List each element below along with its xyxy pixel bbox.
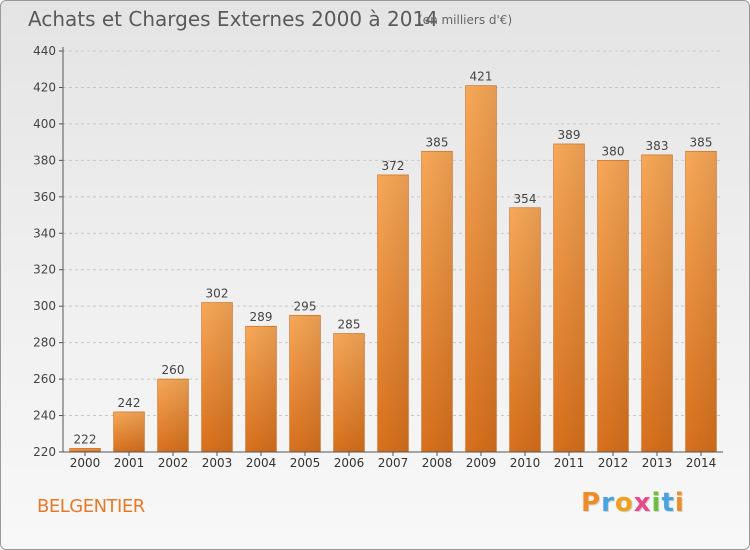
y-tick-label: 420 — [33, 80, 56, 94]
bar-value-label: 289 — [250, 310, 273, 324]
bar-shade — [157, 379, 189, 452]
bar-value-label: 421 — [470, 70, 493, 84]
y-axis: 220 240 260 280 300 320 340 360 380 400 420 440 — [33, 44, 64, 459]
bar-value-label: 242 — [118, 396, 141, 410]
bar-shade — [377, 174, 409, 453]
y-tick-label: 320 — [33, 263, 56, 277]
bar-value-label: 389 — [558, 128, 581, 142]
proxiti-logo: Proxiti — [581, 488, 685, 518]
logo-letter: i — [674, 488, 685, 518]
y-tick-label: 240 — [33, 409, 56, 423]
x-tick-label: 2004 — [246, 456, 277, 470]
x-tick-label: 2008 — [422, 456, 453, 470]
x-tick-label: 2001 — [114, 456, 145, 470]
bar-shade — [289, 315, 321, 452]
logo-letter: P — [581, 488, 602, 518]
y-tick-label: 280 — [33, 336, 56, 350]
bar-value-label: 383 — [646, 139, 669, 153]
logo-letter: x — [633, 488, 652, 518]
x-tick-label: 2009 — [466, 456, 497, 470]
bar-value-label: 385 — [690, 135, 713, 149]
logo-letter: r — [601, 488, 615, 518]
x-axis: 2000 2001 2002 2003 2004 2005 2006 2007 2008 2009… — [63, 451, 723, 470]
x-tick-label: 2006 — [334, 456, 365, 470]
y-tick-label: 380 — [33, 153, 56, 167]
bar-shade — [641, 154, 673, 453]
x-tick-label: 2002 — [158, 456, 189, 470]
bar-shade — [69, 448, 101, 452]
bar-value-label: 260 — [162, 363, 185, 377]
bar-shade — [245, 326, 277, 452]
y-tick-label: 340 — [33, 226, 56, 240]
x-tick-label: 2013 — [642, 456, 673, 470]
bar-shade — [509, 207, 541, 452]
x-tick-label: 2005 — [290, 456, 321, 470]
bar-value-label: 222 — [74, 432, 97, 446]
x-tick-label: 2007 — [378, 456, 409, 470]
x-tick-label: 2000 — [70, 456, 101, 470]
bar-shade — [421, 151, 453, 452]
x-tick-label: 2011 — [554, 456, 585, 470]
chart-unit: (en milliers d'€) — [418, 13, 513, 27]
commune-name: BELGENTIER — [37, 496, 145, 517]
bars: 222 242 260 302 289 295 285 372 385 421 354 389 380 3… — [69, 70, 717, 453]
logo-letter: o — [614, 488, 634, 518]
logo-letter: i — [651, 488, 662, 518]
chart-title: Achats et Charges Externes 2000 à 2014 — [28, 7, 438, 31]
bar-value-label: 385 — [426, 135, 449, 149]
x-tick-label: 2014 — [686, 456, 717, 470]
x-tick-label: 2003 — [202, 456, 233, 470]
bar-value-label: 372 — [382, 159, 405, 173]
y-tick-label: 360 — [33, 190, 56, 204]
bar-shade — [201, 302, 233, 452]
bar-shade — [465, 85, 497, 452]
y-tick-label: 440 — [33, 44, 56, 58]
y-tick-label: 220 — [33, 445, 56, 459]
bar-value-label: 380 — [602, 144, 625, 158]
bar-shade — [553, 143, 585, 452]
bar-shade — [113, 411, 145, 452]
x-tick-label: 2010 — [510, 456, 541, 470]
x-tick-label: 2012 — [598, 456, 629, 470]
logo-letter: t — [661, 488, 675, 518]
bar-shade — [685, 151, 717, 452]
bar-shade — [597, 160, 629, 452]
y-tick-label: 300 — [33, 299, 56, 313]
y-tick-label: 400 — [33, 117, 56, 131]
bar-value-label: 302 — [206, 287, 229, 301]
y-tick-label: 260 — [33, 372, 56, 386]
bar-value-label: 354 — [514, 192, 537, 206]
bar-value-label: 295 — [294, 299, 317, 313]
bar-shade — [333, 333, 365, 452]
bar-value-label: 285 — [338, 318, 361, 332]
